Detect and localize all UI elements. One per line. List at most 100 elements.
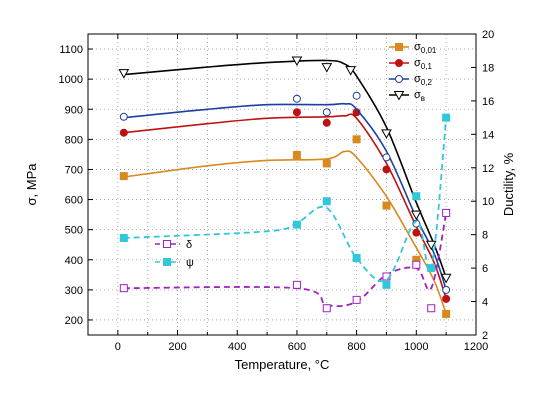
data-point-sigma-0-01: [322, 159, 331, 168]
y-right-tick-label: 14: [482, 129, 494, 141]
y-left-tick-label: 400: [65, 255, 83, 267]
series-psi: [119, 113, 451, 289]
legend-marker: [395, 43, 403, 51]
data-point-sigma-b: [425, 240, 437, 251]
y-right-tick-label: 8: [482, 230, 488, 242]
data-point-sigma-0-1: [412, 228, 421, 237]
x-tick-label: 800: [347, 341, 365, 353]
y-axis-left-label: σ, MPa: [24, 163, 39, 206]
legend-marker: [163, 258, 171, 266]
data-point-sigma-0-2: [322, 108, 331, 117]
y-right-tick-label: 16: [482, 96, 494, 108]
legend-item-psi: ψ: [155, 257, 194, 269]
data-point-sigma-0-1: [119, 128, 128, 137]
data-point-sigma-b: [321, 63, 333, 73]
data-point-sigma-0-2: [119, 112, 128, 121]
series-line-delta: [123, 212, 448, 308]
y-right-tick-label: 2: [482, 330, 488, 342]
data-point-sigma-0-1: [382, 165, 391, 174]
legend-label: δ: [186, 239, 192, 251]
data-point-psi: [292, 220, 301, 229]
data-point-sigma-0-1: [322, 118, 331, 127]
legend-label: σ0,1: [414, 57, 432, 71]
legend-item-sigma-0-2: σ0,2: [389, 73, 432, 87]
legend-marker: [395, 59, 403, 67]
legend-label: σ0,2: [414, 73, 432, 87]
data-point-psi: [382, 280, 391, 289]
data-point-sigma-b: [345, 66, 357, 76]
series-line-sigma-0-1: [123, 113, 447, 300]
data-point-sigma-0-2: [292, 94, 301, 103]
data-point-delta: [427, 304, 436, 313]
data-point-sigma-b: [118, 69, 130, 79]
data-point-sigma-b: [440, 273, 452, 284]
data-point-delta: [352, 295, 361, 304]
data-point-sigma-0-01: [442, 309, 451, 318]
y-left-tick-label: 600: [65, 195, 83, 207]
x-axis-label: Temperature, °C: [235, 357, 330, 372]
y-right-tick-label: 12: [482, 163, 494, 175]
y-right-tick-label: 6: [482, 263, 488, 275]
legend-label: ψ: [186, 257, 194, 269]
series-delta: [119, 208, 451, 313]
x-tick-label: 600: [288, 341, 306, 353]
data-point-sigma-b: [410, 210, 422, 221]
data-point-sigma-0-01: [119, 172, 128, 181]
x-tick-label: 400: [228, 341, 246, 353]
data-point-psi: [352, 254, 361, 263]
data-point-psi: [322, 197, 331, 206]
series-sigma-0-1: [119, 108, 451, 303]
data-point-delta: [292, 280, 301, 289]
legend-item-sigma-b: σв: [389, 89, 425, 103]
legend-label: σ0,01: [414, 41, 437, 55]
x-tick-label: 200: [168, 341, 186, 353]
axis-ticks: 0 200 400 600 800 1000 1200 200 300 400 500 600 700 8…: [59, 29, 495, 353]
data-point-psi: [119, 234, 128, 243]
legend-marker: [393, 91, 405, 101]
legend: σ0,01 σ0,1 σ0,2 σв δψ: [155, 41, 437, 269]
data-point-psi: [442, 113, 451, 122]
data-point-sigma-0-01: [352, 135, 361, 144]
y-right-tick-label: 18: [482, 62, 494, 74]
y-left-tick-label: 200: [65, 315, 83, 327]
series-sigma-b: [118, 56, 452, 284]
x-tick-label: 1200: [464, 341, 488, 353]
series-layer: [118, 56, 452, 318]
data-point-sigma-0-2: [442, 285, 451, 294]
data-point-psi: [412, 192, 421, 201]
y-left-tick-label: 900: [65, 104, 83, 116]
data-point-delta: [322, 304, 331, 313]
data-point-sigma-0-01: [292, 151, 301, 160]
legend-label: σв: [414, 89, 425, 103]
data-point-sigma-0-01: [382, 201, 391, 210]
data-point-psi: [427, 264, 436, 273]
data-point-delta: [119, 284, 128, 293]
y-left-tick-label: 1100: [59, 44, 83, 56]
y-right-tick-label: 20: [482, 29, 494, 41]
y-left-tick-label: 700: [65, 164, 83, 176]
y-right-tick-label: 4: [482, 297, 488, 309]
y-axis-right-label: Ductility, %: [501, 152, 516, 216]
grid-lines: [87, 34, 477, 335]
legend-marker: [163, 240, 171, 248]
series-line-sigma-0-2: [123, 102, 447, 291]
legend-item-sigma-0-01: σ0,01: [389, 41, 437, 55]
x-tick-label: 1000: [404, 341, 428, 353]
data-point-delta: [412, 260, 421, 269]
data-point-delta: [442, 208, 451, 217]
data-point-sigma-0-1: [292, 108, 301, 117]
legend-item-delta: δ: [155, 239, 192, 251]
data-point-sigma-0-2: [382, 153, 391, 162]
data-point-sigma-0-1: [442, 294, 451, 303]
series-sigma-0-2: [119, 91, 451, 294]
y-left-tick-label: 1000: [59, 74, 83, 86]
data-point-sigma-b: [381, 129, 392, 139]
data-point-sigma-b: [291, 56, 303, 67]
y-left-tick-label: 500: [65, 225, 83, 237]
y-left-tick-label: 300: [65, 285, 83, 297]
y-right-tick-label: 10: [482, 196, 494, 208]
legend-item-sigma-0-1: σ0,1: [389, 57, 432, 71]
y-left-tick-label: 800: [65, 134, 83, 146]
legend-marker: [395, 75, 403, 83]
